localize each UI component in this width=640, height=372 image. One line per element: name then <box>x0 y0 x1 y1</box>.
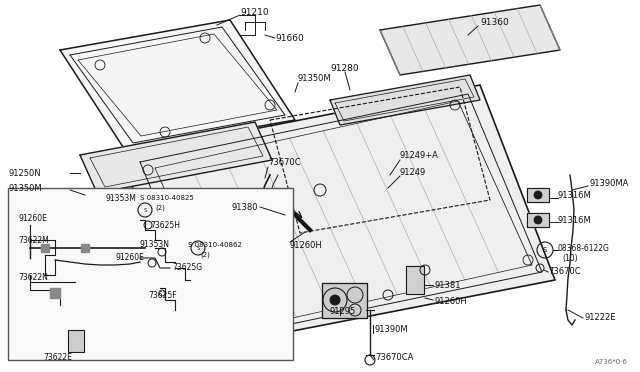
Bar <box>68 330 84 352</box>
Text: 73625F: 73625F <box>148 291 177 299</box>
Text: 73670C: 73670C <box>548 267 580 276</box>
Polygon shape <box>60 20 295 150</box>
Text: S: S <box>143 208 147 212</box>
Bar <box>8 188 293 360</box>
Text: 91350M: 91350M <box>8 183 42 192</box>
Text: 08368-6122G: 08368-6122G <box>558 244 610 253</box>
Polygon shape <box>380 5 560 75</box>
Text: 91250N: 91250N <box>8 169 40 177</box>
Text: 73670CA: 73670CA <box>375 353 413 362</box>
Text: 73625G: 73625G <box>172 263 202 273</box>
Text: 73622M: 73622M <box>18 235 49 244</box>
Circle shape <box>534 216 542 224</box>
Text: 91381: 91381 <box>435 280 461 289</box>
Text: 73622N: 73622N <box>18 273 48 282</box>
Bar <box>41 244 49 252</box>
Text: 91316M: 91316M <box>558 215 592 224</box>
Polygon shape <box>406 266 424 294</box>
Polygon shape <box>330 75 480 125</box>
Bar <box>50 288 60 298</box>
Polygon shape <box>80 122 272 193</box>
Text: 73670C: 73670C <box>268 157 301 167</box>
Text: 91210: 91210 <box>241 7 269 16</box>
Text: 91295: 91295 <box>330 308 356 317</box>
Text: 91350M: 91350M <box>298 74 332 83</box>
Text: S: S <box>543 247 547 253</box>
Text: S: S <box>196 246 200 250</box>
Text: S 08310-40825: S 08310-40825 <box>140 195 194 201</box>
Text: 73622E: 73622E <box>44 353 72 362</box>
Bar <box>81 244 89 252</box>
Text: 91353M: 91353M <box>105 193 136 202</box>
Text: (10): (10) <box>562 253 578 263</box>
Text: 91260H: 91260H <box>435 298 468 307</box>
Text: 91222E: 91222E <box>585 314 616 323</box>
Text: 91280: 91280 <box>330 64 358 73</box>
Text: 91353N: 91353N <box>140 240 170 248</box>
Text: 91260H: 91260H <box>290 241 323 250</box>
Polygon shape <box>120 85 555 350</box>
Text: (2): (2) <box>200 252 210 258</box>
Polygon shape <box>323 282 367 317</box>
Text: 91360: 91360 <box>480 17 509 26</box>
Circle shape <box>534 191 542 199</box>
Text: A736*0·6: A736*0·6 <box>595 359 628 365</box>
Text: 91390M: 91390M <box>375 326 408 334</box>
Text: 91249+A: 91249+A <box>400 151 439 160</box>
Text: 91316M: 91316M <box>558 190 592 199</box>
Circle shape <box>330 295 340 305</box>
Text: 91249: 91249 <box>400 167 426 176</box>
Text: S 08310-40862: S 08310-40862 <box>188 242 242 248</box>
Polygon shape <box>527 213 549 227</box>
Text: 91260E: 91260E <box>18 214 47 222</box>
Text: (2): (2) <box>155 205 165 211</box>
Polygon shape <box>527 188 549 202</box>
Text: 91380: 91380 <box>232 202 258 212</box>
Text: 91660: 91660 <box>275 33 304 42</box>
Text: 91260E: 91260E <box>115 253 144 263</box>
Text: 91390MA: 91390MA <box>590 179 629 187</box>
Text: 73625H: 73625H <box>150 221 180 230</box>
